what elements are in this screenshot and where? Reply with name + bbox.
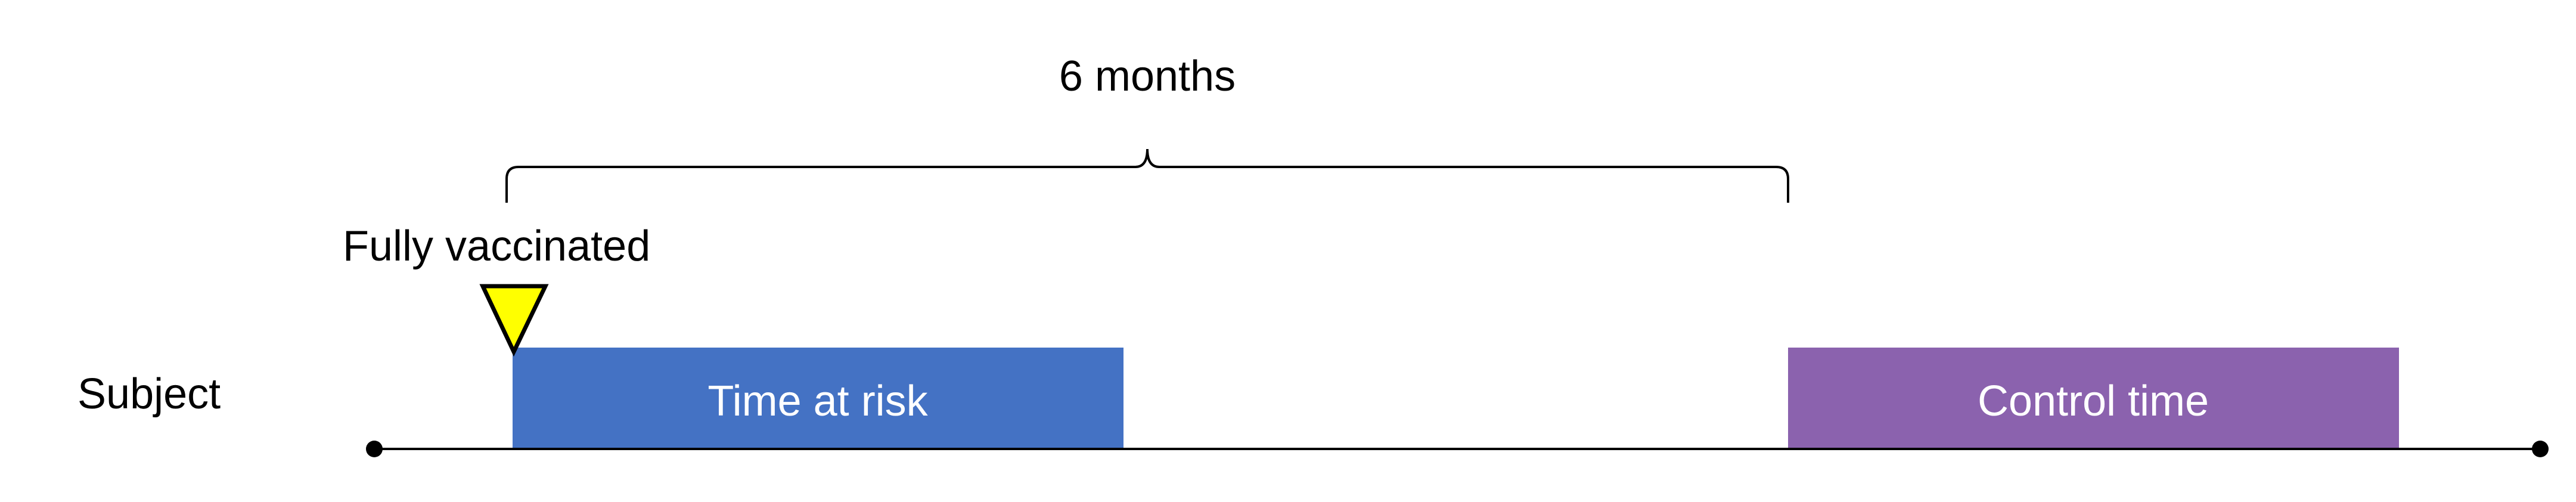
timeline-end-dot: [2532, 441, 2549, 457]
control-time-label: Control time: [1978, 377, 2209, 425]
row-label: Subject: [77, 370, 221, 418]
control-time-bar: [1788, 348, 2399, 449]
duration-label: 6 months: [1059, 52, 1236, 100]
event-label: Fully vaccinated: [343, 222, 650, 270]
timeline-start-dot: [366, 441, 383, 457]
six-month-brace: [505, 148, 1789, 203]
time-at-risk-bar: [513, 348, 1123, 449]
down-triangle-icon: [479, 284, 549, 357]
time-at-risk-label: Time at risk: [707, 377, 928, 425]
